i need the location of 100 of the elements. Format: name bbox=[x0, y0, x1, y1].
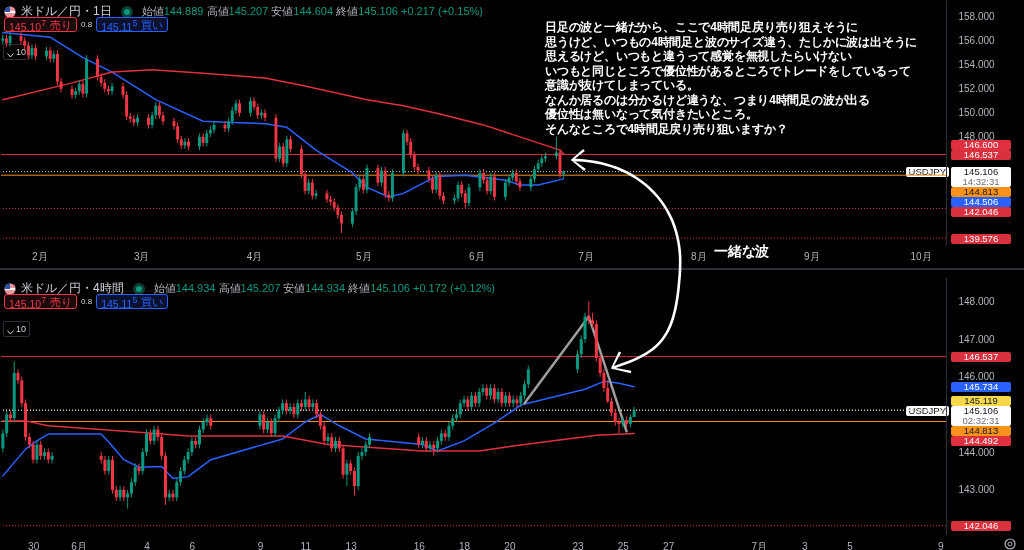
candlestick bbox=[8, 31, 12, 48]
ref-line-label: 145.106 bbox=[962, 404, 1000, 416]
x-tick-label: 10月 bbox=[910, 250, 932, 262]
x-tick-label: 23 bbox=[572, 540, 584, 550]
y-tick-label: 150.000 bbox=[958, 107, 996, 119]
candlestick bbox=[554, 136, 558, 161]
ref-line-label: 145.106 bbox=[962, 166, 1000, 178]
x-tick-label: 6月 bbox=[71, 540, 87, 550]
x-tick-label: 7月 bbox=[751, 540, 768, 550]
candlestick bbox=[489, 172, 493, 196]
candlestick bbox=[434, 171, 438, 194]
x-tick-label: 27 bbox=[663, 540, 675, 550]
candlestick bbox=[380, 166, 384, 187]
candlestick bbox=[492, 172, 496, 202]
x-tick-label: 16 bbox=[413, 540, 426, 550]
x-tick-label: 5月 bbox=[356, 250, 372, 262]
candlestick bbox=[248, 96, 252, 117]
y-tick-label: 148.000 bbox=[958, 295, 996, 307]
candlestick bbox=[438, 171, 442, 200]
x-tick-label: 25 bbox=[617, 540, 630, 550]
annotation: 売り bbox=[50, 295, 72, 308]
candlestick bbox=[183, 137, 187, 150]
annotation: 一緒な波 bbox=[714, 244, 770, 261]
x-tick-label: 9 bbox=[938, 540, 945, 550]
y-tick-label: 144.000 bbox=[958, 446, 996, 458]
y-tick-label: 154.000 bbox=[958, 59, 996, 71]
x-tick-label: 3 bbox=[801, 540, 808, 550]
candlestick bbox=[463, 189, 467, 209]
candlestick bbox=[485, 176, 489, 196]
x-tick-label: 11 bbox=[300, 540, 312, 550]
candlestick bbox=[281, 142, 285, 168]
y-tick-label: 158.000 bbox=[958, 11, 996, 23]
ref-line-label: 146.537 bbox=[951, 351, 1011, 363]
chart-title: 米ドル／円・1日 bbox=[21, 3, 112, 20]
annotation: 145.10$^{7}$ bbox=[9, 17, 46, 33]
candlestick bbox=[132, 114, 136, 127]
x-tick-label: 18 bbox=[458, 540, 471, 550]
y-tick-label: 156.000 bbox=[958, 35, 996, 47]
candlestick bbox=[503, 178, 507, 202]
ref-line-label: 144.813 bbox=[951, 186, 1011, 198]
candlestick bbox=[110, 82, 114, 96]
ref-line-label: 145.119 bbox=[951, 394, 1011, 406]
text: 14:32:31 bbox=[961, 176, 1001, 188]
ref-line-label: 142.046 bbox=[951, 206, 1011, 218]
x-tick-label: 20 bbox=[504, 540, 516, 550]
annotation: 10 bbox=[16, 324, 27, 334]
annotation: 売り bbox=[50, 18, 72, 31]
annotation: USDJPY bbox=[905, 166, 949, 178]
x-tick-label: 30 bbox=[28, 540, 40, 550]
y-tick-label: 147.000 bbox=[958, 333, 996, 345]
text: 始値144.889 高値145.207 安値144.604 終値145.106 +0.217 (+0.15%) bbox=[141, 5, 483, 17]
annotation: そんなところで4時間足戻り売り狙いますか？ bbox=[545, 121, 788, 136]
candlestick bbox=[467, 183, 471, 208]
x-tick-label: 3月 bbox=[133, 250, 150, 262]
candlestick bbox=[376, 164, 380, 187]
x-tick-label: 9 bbox=[257, 540, 264, 550]
ref-line-label: 144.813 bbox=[951, 424, 1011, 436]
annotation: 10 bbox=[16, 47, 27, 57]
text: 02:32:31 bbox=[961, 414, 1001, 426]
annotation: 145.11$^{5}$ bbox=[101, 294, 138, 310]
y-tick-label: 152.000 bbox=[958, 83, 996, 95]
ref-line-label: 139.576 bbox=[951, 232, 1011, 244]
annotation: いつもと同じところで優位性があるところでトレードをしているって bbox=[545, 63, 911, 78]
annotation: 思えるけど、いつもと違うって感覚を無視したらいけない bbox=[545, 49, 852, 64]
annotation: USDJPY bbox=[905, 404, 949, 416]
candlestick bbox=[278, 142, 282, 163]
candlestick bbox=[30, 43, 34, 60]
annotation: 思うけど、いつもの4時間足と波のサイズ違う、たしかに波は出そうに bbox=[545, 34, 918, 49]
annotation: 意識が抜けてしまっている。 bbox=[545, 78, 699, 93]
ref-line-label: 146.537 bbox=[951, 148, 1011, 160]
x-tick-label: 6 bbox=[189, 540, 196, 550]
y-tick-label: 146.000 bbox=[958, 371, 996, 383]
ref-line-label: 142.046 bbox=[951, 520, 1011, 532]
text: 144.492 bbox=[951, 434, 1011, 446]
x-tick-label: 8月 bbox=[691, 250, 707, 262]
text: 144.506 bbox=[951, 196, 1011, 208]
candlestick bbox=[340, 210, 343, 234]
annotation: 145.10$^{7}$ bbox=[9, 294, 46, 310]
annotation: 0.8 bbox=[81, 20, 93, 29]
annotation: なんか居るのは分かるけど違うな、つまり4時間足の波が出る bbox=[545, 92, 871, 107]
annotation: 0.8 bbox=[81, 297, 93, 306]
annotation: 買い bbox=[141, 18, 164, 31]
x-tick-label: 6月 bbox=[468, 250, 485, 262]
text: 145.734 bbox=[951, 381, 1011, 393]
annotation: 日足の波と一緒だから、ここで4時間足戻り売り狙えそうに bbox=[545, 20, 859, 35]
x-tick-label: 2月 bbox=[31, 250, 48, 262]
x-tick-label: 9月 bbox=[803, 250, 820, 262]
x-tick-label: 4 bbox=[144, 540, 151, 550]
candlestick bbox=[176, 122, 180, 144]
x-tick-label: 7月 bbox=[578, 250, 594, 262]
candlestick bbox=[325, 189, 329, 204]
chart-title: 米ドル／円・4時間 bbox=[21, 280, 124, 297]
x-tick-label: 4月 bbox=[246, 250, 263, 262]
annotation: 優位性は無いなって気付きたいところ。 bbox=[545, 107, 758, 122]
annotation: 145.11$^{5}$ bbox=[101, 17, 138, 33]
text: 始値144.934 高値145.207 安値144.934 終値145.106 +0.172 (+0.12%) bbox=[153, 282, 495, 294]
annotation: 買い bbox=[141, 295, 164, 308]
y-tick-label: 143.000 bbox=[958, 484, 996, 496]
candlestick bbox=[412, 150, 416, 172]
candlestick bbox=[201, 132, 205, 148]
